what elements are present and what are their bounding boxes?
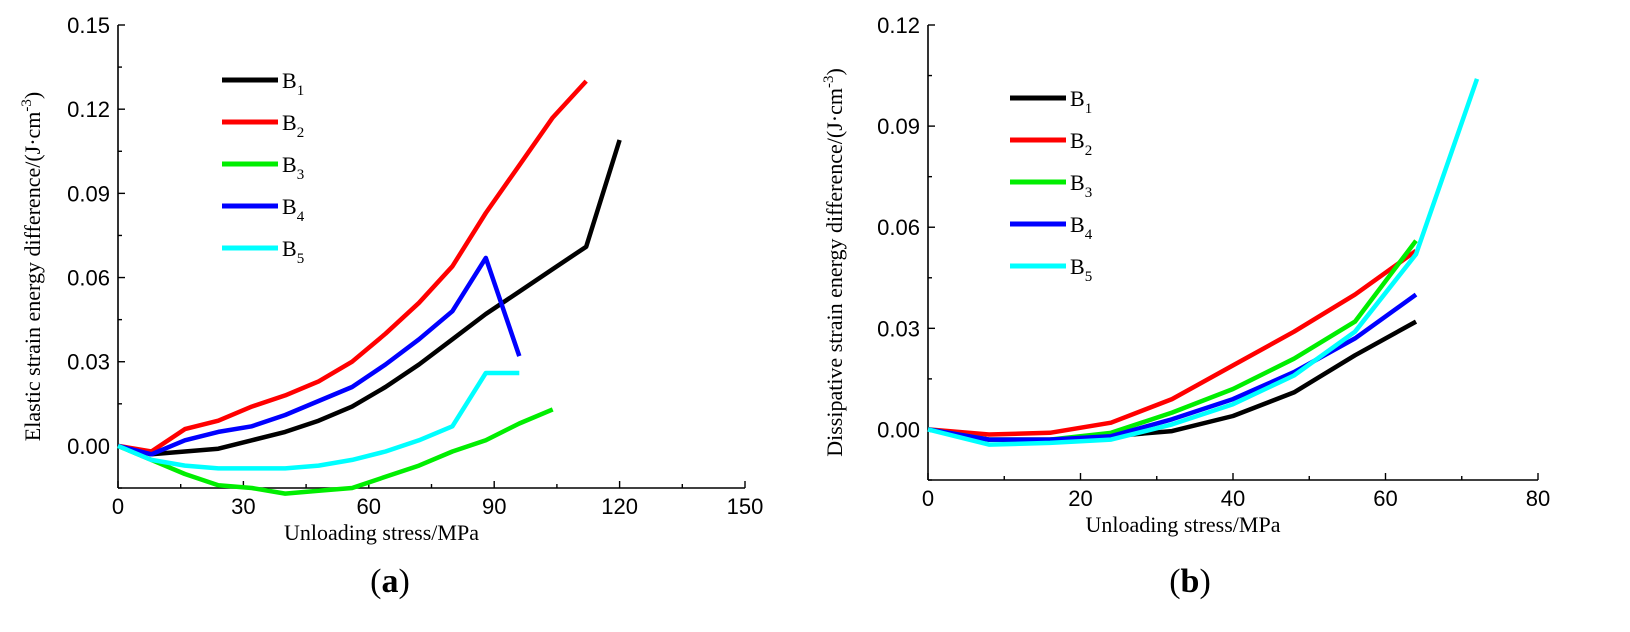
x-tick-label: 120 [601, 494, 638, 519]
y-tick-label: 0.00 [67, 434, 110, 459]
chart-panel-b: 0 20 40 60 80 0.00 0.03 0.06 0.09 0.12 B1 B2 B3 B4 B5 U… [821, 13, 1550, 600]
y-tick-label: 0.09 [67, 181, 110, 206]
legend-label-b3: B3 [1070, 170, 1092, 201]
series-line-b5 [117, 370, 520, 471]
y-axis-title: Dissipative strain energy difference/(J·… [821, 68, 847, 457]
x-tick-label: 30 [231, 494, 255, 519]
legend-label-b5: B5 [282, 236, 304, 267]
legend-label-b2: B2 [282, 110, 304, 141]
legend-label-b4: B4 [1070, 212, 1093, 243]
x-tick-label: 60 [357, 494, 381, 519]
x-axis-title: Unloading stress/MPa [1086, 512, 1281, 537]
legend-label-b1: B1 [282, 68, 304, 99]
x-tick-label: 20 [1068, 486, 1092, 511]
legend-label-b5: B5 [1070, 254, 1092, 285]
chart-panel-a: 0 30 60 90 120 150 0.00 0.03 0.06 0.09 0.12 0.15 B1 B… [19, 13, 763, 600]
panel-label: (b) [1169, 563, 1211, 600]
series-line-b4 [927, 292, 1418, 442]
legend-label-b4: B4 [282, 194, 305, 225]
series-line-b3 [117, 407, 554, 496]
y-tick-label: 0.06 [67, 266, 110, 291]
y-tick-label: 0.03 [67, 350, 110, 375]
x-tick-label: 0 [112, 494, 124, 519]
x-tick-label: 80 [1526, 486, 1550, 511]
y-tick-label: 0.03 [877, 316, 920, 341]
series-line-b2 [117, 79, 588, 454]
y-tick-label: 0.15 [67, 13, 110, 38]
y-tick-label: 0.09 [877, 114, 920, 139]
legend-label-b1: B1 [1070, 86, 1092, 117]
x-tick-label: 60 [1373, 486, 1397, 511]
x-tick-label: 40 [1221, 486, 1245, 511]
series-line-b5 [927, 78, 1480, 447]
y-tick-label: 0.12 [67, 97, 110, 122]
x-tick-label: 90 [482, 494, 506, 519]
legend-label-b3: B3 [282, 152, 304, 183]
panel-label: (a) [370, 563, 410, 600]
series-line-b1 [117, 139, 622, 457]
x-tick-label: 150 [727, 494, 764, 519]
series-line-b4 [117, 255, 522, 457]
x-tick-label: 0 [922, 486, 934, 511]
y-tick-label: 0.06 [877, 215, 920, 240]
y-axis-title: Elastic strain energy difference/(J·cm-3… [19, 92, 45, 441]
y-tick-label: 0.12 [877, 13, 920, 38]
legend-label-b2: B2 [1070, 128, 1092, 159]
x-axis-title: Unloading stress/MPa [284, 520, 479, 545]
series-line-b2 [927, 248, 1418, 437]
y-tick-label: 0.00 [877, 417, 920, 442]
